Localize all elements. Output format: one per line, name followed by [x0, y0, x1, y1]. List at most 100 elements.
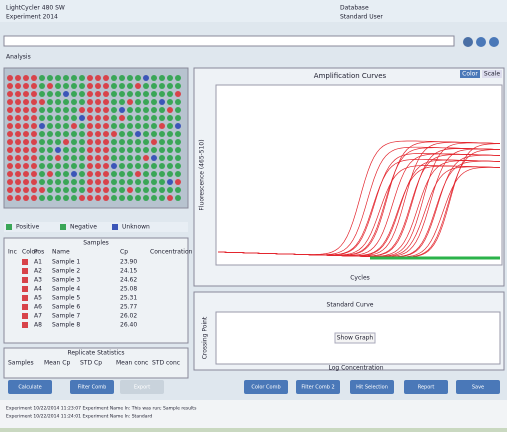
well[interactable]: [95, 179, 101, 185]
well[interactable]: [127, 155, 133, 161]
well[interactable]: [63, 123, 69, 129]
well[interactable]: [151, 83, 157, 89]
well[interactable]: [15, 171, 21, 177]
well[interactable]: [15, 83, 21, 89]
well[interactable]: [119, 147, 125, 153]
well[interactable]: [175, 147, 181, 153]
well[interactable]: [63, 155, 69, 161]
well[interactable]: [31, 179, 37, 185]
well[interactable]: [167, 187, 173, 193]
well[interactable]: [175, 187, 181, 193]
well[interactable]: [143, 115, 149, 121]
well[interactable]: [63, 195, 69, 201]
well[interactable]: [167, 163, 173, 169]
well[interactable]: [87, 155, 93, 161]
well[interactable]: [127, 171, 133, 177]
well[interactable]: [95, 195, 101, 201]
well[interactable]: [159, 139, 165, 145]
well[interactable]: [87, 139, 93, 145]
well[interactable]: [63, 131, 69, 137]
well[interactable]: [159, 155, 165, 161]
well[interactable]: [79, 131, 85, 137]
well[interactable]: [87, 195, 93, 201]
well[interactable]: [39, 75, 45, 81]
well[interactable]: [127, 147, 133, 153]
well[interactable]: [167, 107, 173, 113]
well[interactable]: [135, 115, 141, 121]
well[interactable]: [159, 163, 165, 169]
well[interactable]: [175, 107, 181, 113]
well[interactable]: [135, 75, 141, 81]
well[interactable]: [39, 179, 45, 185]
well[interactable]: [31, 195, 37, 201]
well[interactable]: [167, 179, 173, 185]
well[interactable]: [135, 99, 141, 105]
well[interactable]: [103, 99, 109, 105]
well[interactable]: [23, 83, 29, 89]
well[interactable]: [119, 99, 125, 105]
well[interactable]: [135, 171, 141, 177]
well[interactable]: [95, 83, 101, 89]
well[interactable]: [159, 75, 165, 81]
well[interactable]: [167, 99, 173, 105]
well[interactable]: [15, 91, 21, 97]
well[interactable]: [127, 179, 133, 185]
well[interactable]: [7, 155, 13, 161]
well[interactable]: [111, 147, 117, 153]
well[interactable]: [23, 115, 29, 121]
well[interactable]: [103, 107, 109, 113]
well[interactable]: [111, 155, 117, 161]
well[interactable]: [39, 187, 45, 193]
well[interactable]: [95, 131, 101, 137]
well[interactable]: [39, 91, 45, 97]
well[interactable]: [15, 123, 21, 129]
well[interactable]: [143, 179, 149, 185]
well[interactable]: [87, 115, 93, 121]
well[interactable]: [103, 187, 109, 193]
well[interactable]: [159, 171, 165, 177]
well[interactable]: [71, 155, 77, 161]
well[interactable]: [175, 179, 181, 185]
well[interactable]: [87, 123, 93, 129]
well[interactable]: [71, 139, 77, 145]
well[interactable]: [55, 195, 61, 201]
well[interactable]: [143, 131, 149, 137]
well[interactable]: [15, 147, 21, 153]
well[interactable]: [47, 91, 53, 97]
well[interactable]: [159, 83, 165, 89]
well[interactable]: [151, 195, 157, 201]
well[interactable]: [55, 83, 61, 89]
well[interactable]: [143, 147, 149, 153]
well[interactable]: [79, 139, 85, 145]
well[interactable]: [119, 107, 125, 113]
well[interactable]: [135, 139, 141, 145]
well[interactable]: [39, 99, 45, 105]
well[interactable]: [151, 147, 157, 153]
well[interactable]: [7, 147, 13, 153]
well[interactable]: [175, 91, 181, 97]
well[interactable]: [111, 187, 117, 193]
well[interactable]: [23, 187, 29, 193]
well[interactable]: [79, 155, 85, 161]
well[interactable]: [143, 99, 149, 105]
well[interactable]: [95, 171, 101, 177]
well[interactable]: [175, 139, 181, 145]
well[interactable]: [7, 83, 13, 89]
well[interactable]: [143, 75, 149, 81]
well[interactable]: [127, 131, 133, 137]
well[interactable]: [7, 91, 13, 97]
well[interactable]: [23, 163, 29, 169]
well[interactable]: [55, 139, 61, 145]
well[interactable]: [135, 179, 141, 185]
well[interactable]: [175, 171, 181, 177]
home-icon[interactable]: [463, 37, 473, 47]
well[interactable]: [39, 83, 45, 89]
well[interactable]: [167, 115, 173, 121]
well[interactable]: [151, 75, 157, 81]
well[interactable]: [87, 83, 93, 89]
well[interactable]: [47, 163, 53, 169]
well[interactable]: [143, 163, 149, 169]
well[interactable]: [151, 131, 157, 137]
well[interactable]: [71, 107, 77, 113]
subset-box[interactable]: [4, 36, 454, 46]
